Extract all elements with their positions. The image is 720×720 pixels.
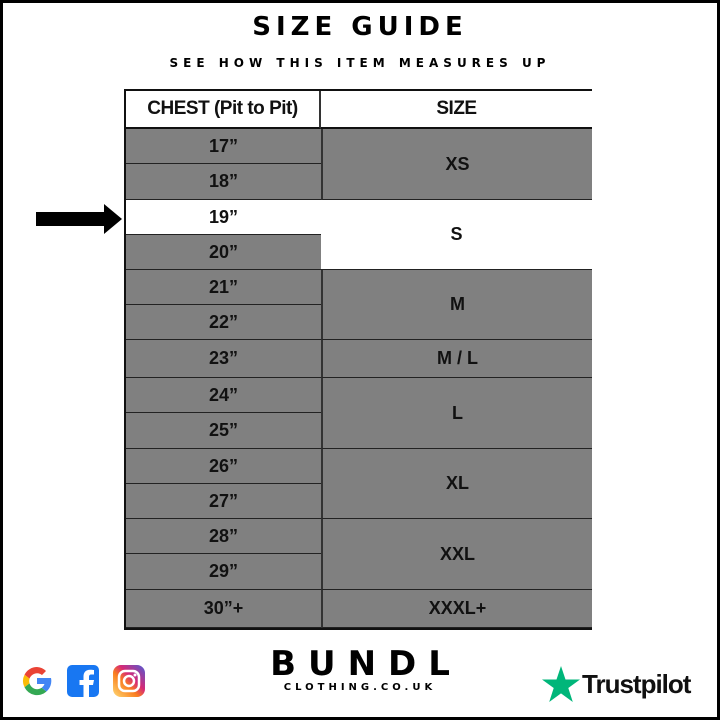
trustpilot-logo[interactable]: Trustpilot [542,666,691,702]
size-cell: L [321,378,592,449]
size-cell: S [321,200,592,270]
chest-cell: 24” [126,378,321,413]
brand-logo: BUNDL CLOTHING.CO.UK [240,646,480,693]
chest-cell: 25” [126,413,321,449]
chest-cell: 19” [126,200,321,235]
instagram-icon[interactable] [112,664,146,698]
page-subtitle: SEE HOW THIS ITEM MEASURES UP [169,56,551,70]
size-cell: M / L [321,340,592,378]
arrow-right-icon [36,204,122,234]
trustpilot-star-icon [542,666,580,702]
size-cell: XL [321,449,592,519]
chest-cell: 20” [126,235,321,270]
chest-cell: 23” [126,340,321,378]
chest-cell: 27” [126,484,321,519]
column-header-size: SIZE [321,91,592,129]
chest-cell: 26” [126,449,321,484]
facebook-icon[interactable] [66,664,100,698]
chest-cell: 22” [126,305,321,340]
brand-name: BUNDL [270,644,462,684]
size-cell: XXL [321,519,592,590]
chest-cell: 18” [126,164,321,200]
chest-cell: 17” [126,129,321,164]
chest-cell: 28” [126,519,321,554]
column-header-chest: CHEST (Pit to Pit) [126,91,321,129]
chest-cell: 29” [126,554,321,590]
google-icon[interactable] [20,664,54,698]
size-cell: XS [321,129,592,200]
size-table: CHEST (Pit to Pit) SIZE 17” 18” 19” 20” 21” 2… [124,89,592,630]
chest-cell: 21” [126,270,321,305]
size-cell: XXXL+ [321,590,592,628]
chest-cell: 30”+ [126,590,321,628]
brand-website: CLOTHING.CO.UK [283,682,437,693]
page-title: SIZE GUIDE [252,12,468,42]
trustpilot-text: Trustpilot [582,668,691,699]
size-cell: M [321,270,592,340]
